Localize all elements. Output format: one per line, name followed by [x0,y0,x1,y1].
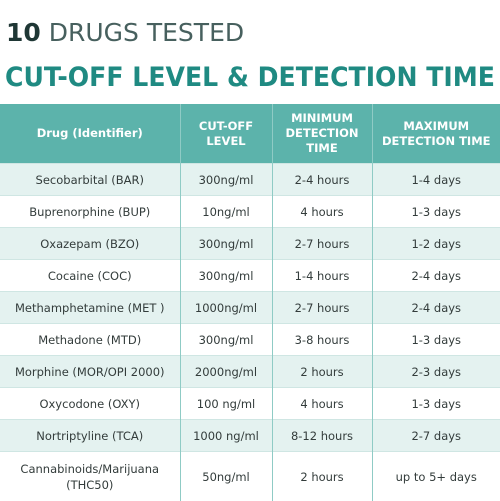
table-cell: Oxazepam (BZO) [0,228,180,260]
table-cell: 1-3 days [372,388,500,420]
table-cell: Cocaine (COC) [0,260,180,292]
table-cell: 2-4 days [372,292,500,324]
table-cell: Buprenorphine (BUP) [0,196,180,228]
header: 10 DRUGS TESTED CUT-OFF LEVEL & DETECTIO… [0,0,500,104]
table-cell: Secobarbital (BAR) [0,164,180,196]
table-cell: 2-4 days [372,260,500,292]
table-cell: 1-3 days [372,324,500,356]
column-header-line: MINIMUM [275,111,370,126]
column-header-line: MAXIMUM [375,119,499,134]
table-cell: Morphine (MOR/OPI 2000) [0,356,180,388]
table-cell: 2 hours [272,356,372,388]
table-cell: 1-4 days [372,164,500,196]
table-cell: 2-7 hours [272,292,372,324]
table-cell: 300ng/ml [180,324,272,356]
table-cell: 1-3 days [372,196,500,228]
table-cell: 1-4 hours [272,260,372,292]
table-cell: 300ng/ml [180,164,272,196]
table-cell: 2000ng/ml [180,356,272,388]
subtitle-box: CUT-OFF LEVEL & DETECTION TIME [0,58,500,98]
title-text: DRUGS TESTED [49,18,244,47]
table-cell: 1-2 days [372,228,500,260]
table-cell: 4 hours [272,388,372,420]
table-cell: 3-8 hours [272,324,372,356]
table-cell: Nortriptyline (TCA) [0,420,180,452]
table-cell: 2 hours [272,452,372,501]
table-cell: 50ng/ml [180,452,272,501]
table-cell: 4 hours [272,196,372,228]
column-header: Drug (Identifier) [0,104,180,164]
table-cell: 1000 ng/ml [180,420,272,452]
table-cell: 100 ng/ml [180,388,272,420]
table-cell: 300ng/ml [180,228,272,260]
table-cell: 2-7 hours [272,228,372,260]
column-header-line: DETECTION TIME [375,134,499,149]
table-cell: 300ng/ml [180,260,272,292]
subtitle: CUT-OFF LEVEL & DETECTION TIME [5,62,495,93]
table-cell: up to 5+ days [372,452,500,501]
table-cell: 2-3 days [372,356,500,388]
table-cell: Methamphetamine (MET ) [0,292,180,324]
column-header-line: Drug (Identifier) [2,126,178,141]
column-header-line: CUT-OFF [183,119,270,134]
table-cell: 2-7 days [372,420,500,452]
table-cell: 8-12 hours [272,420,372,452]
title-number: 10 [6,18,41,47]
table-cell: 2-4 hours [272,164,372,196]
title: 10 DRUGS TESTED [6,18,244,47]
table-cell: 1000ng/ml [180,292,272,324]
table-cell: Oxycodone (OXY) [0,388,180,420]
column-header-line: DETECTION TIME [275,126,370,156]
table-cell: Methadone (MTD) [0,324,180,356]
table-cell: 10ng/ml [180,196,272,228]
column-header-line: LEVEL [183,134,270,149]
table-cell: Cannabinoids/Marijuana (THC50) [0,452,180,501]
